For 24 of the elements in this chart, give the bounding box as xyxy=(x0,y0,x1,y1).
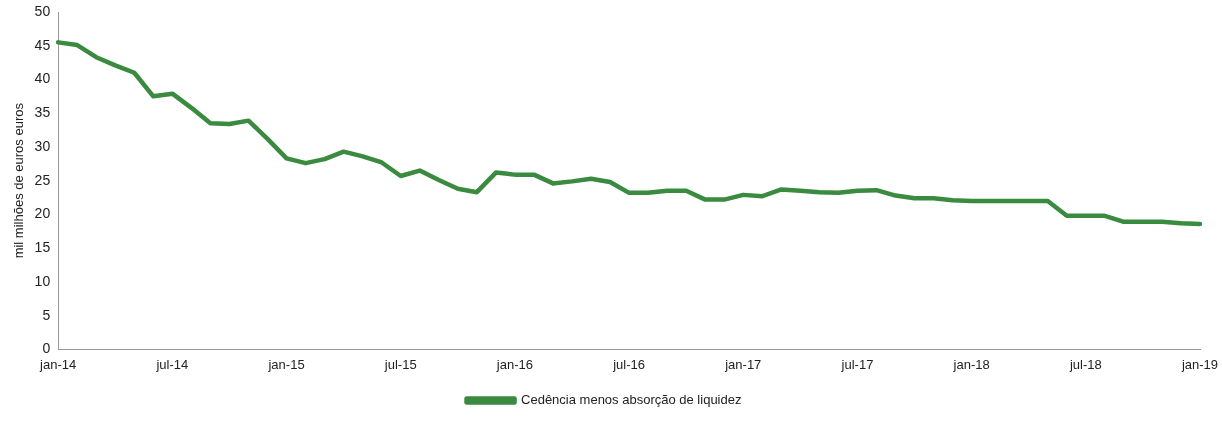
x-tick-label: jul-17 xyxy=(840,356,874,372)
x-tick-label: jan-15 xyxy=(267,356,305,372)
y-tick-label: 40 xyxy=(34,70,51,87)
x-tick-label: jan-18 xyxy=(952,356,990,372)
x-tick-label: jan-16 xyxy=(495,356,533,372)
x-tick-label: jan-14 xyxy=(39,356,77,372)
x-tick-label: jan-17 xyxy=(724,356,762,372)
x-tick-label: jan-19 xyxy=(1180,356,1219,372)
y-tick-label: 50 xyxy=(34,2,51,19)
y-tick-label: 25 xyxy=(34,171,51,188)
y-tick-label: 15 xyxy=(34,239,51,256)
y-tick-label: 45 xyxy=(34,36,51,53)
y-tick-label: 5 xyxy=(42,306,51,323)
y-tick-label: 10 xyxy=(34,272,51,289)
y-tick-label: 20 xyxy=(34,205,51,222)
x-tick-label: jul-16 xyxy=(612,356,645,372)
y-tick-label: 0 xyxy=(42,340,51,357)
x-tick-label: jul-14 xyxy=(155,356,189,372)
y-tick-label: 30 xyxy=(34,137,51,154)
x-tick-label: jul-15 xyxy=(383,356,417,372)
x-tick-label: jul-18 xyxy=(1068,356,1102,372)
y-axis-title: mil milhões de euros euros xyxy=(11,102,27,259)
legend-label: Cedência menos absorção de liquidez xyxy=(521,392,742,408)
y-tick-label: 35 xyxy=(34,104,51,121)
